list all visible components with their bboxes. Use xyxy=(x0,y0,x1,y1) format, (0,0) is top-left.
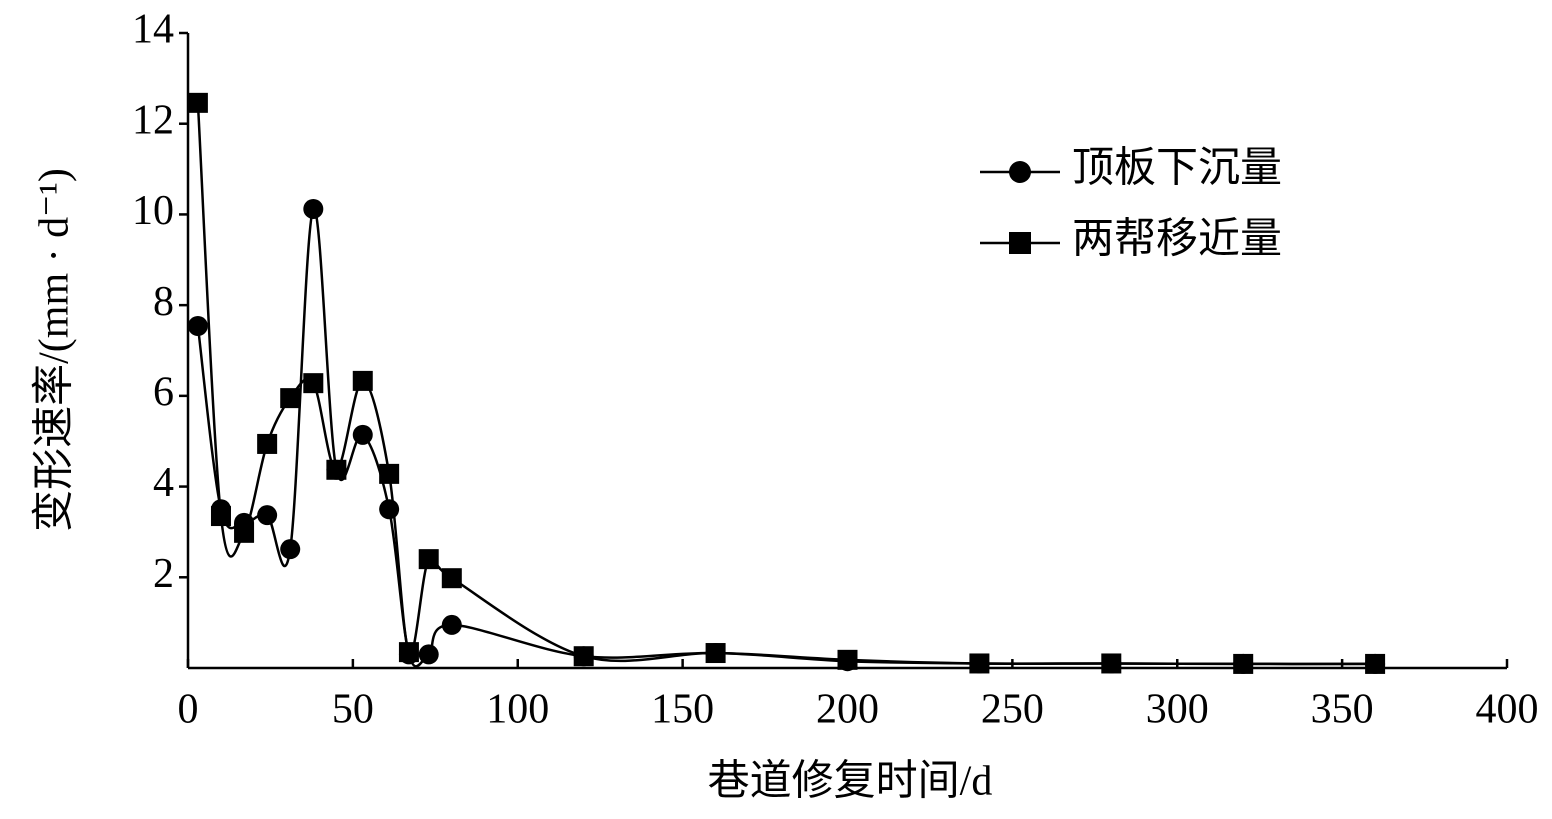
y-tick-label: 6 xyxy=(153,369,174,415)
x-tick-label: 400 xyxy=(1476,687,1539,733)
data-point xyxy=(303,373,324,394)
x-tick-label: 300 xyxy=(1146,687,1209,733)
y-tick-label: 10 xyxy=(132,188,174,234)
data-point xyxy=(441,568,462,589)
data-point xyxy=(280,539,301,560)
legend-label: 顶板下沉量 xyxy=(1072,146,1282,192)
data-point xyxy=(352,370,373,391)
x-tick-label: 100 xyxy=(486,687,549,733)
legend-marker xyxy=(1009,232,1031,254)
series-line xyxy=(196,207,1376,668)
x-tick-label: 200 xyxy=(816,687,879,733)
x-tick-label: 250 xyxy=(981,687,1044,733)
data-point xyxy=(326,459,347,480)
data-point xyxy=(257,433,278,454)
data-point xyxy=(969,653,990,674)
data-point xyxy=(187,316,208,337)
legend-marker xyxy=(1009,161,1031,183)
data-point xyxy=(441,614,462,635)
y-tick-label: 12 xyxy=(132,97,174,143)
y-tick-label: 2 xyxy=(153,551,174,597)
y-tick-label: 4 xyxy=(153,460,174,506)
data-point xyxy=(210,506,231,527)
data-point xyxy=(234,522,255,543)
data-point xyxy=(837,649,858,670)
x-tick-label: 150 xyxy=(651,687,714,733)
x-tick-label: 350 xyxy=(1311,687,1374,733)
data-point xyxy=(187,92,208,113)
data-point xyxy=(1101,653,1122,674)
data-point xyxy=(418,644,439,665)
data-point xyxy=(573,646,594,667)
x-tick-label: 0 xyxy=(178,687,199,733)
y-tick-label: 8 xyxy=(153,279,174,325)
data-point xyxy=(418,549,439,570)
y-tick-label: 14 xyxy=(132,7,174,53)
data-point xyxy=(257,505,278,526)
data-point xyxy=(303,198,324,219)
data-point xyxy=(1365,653,1386,674)
data-point xyxy=(705,643,726,664)
data-point xyxy=(1233,653,1254,674)
data-point xyxy=(352,424,373,445)
x-tick-label: 50 xyxy=(332,687,374,733)
data-point xyxy=(280,388,301,409)
data-point xyxy=(379,463,400,484)
data-point xyxy=(379,499,400,520)
y-axis-label: 变形速率/(mm · d⁻¹) xyxy=(31,168,78,532)
x-axis-label: 巷道修复时间/d xyxy=(708,759,993,805)
data-point xyxy=(398,642,419,663)
legend-label: 两帮移近量 xyxy=(1072,217,1282,263)
